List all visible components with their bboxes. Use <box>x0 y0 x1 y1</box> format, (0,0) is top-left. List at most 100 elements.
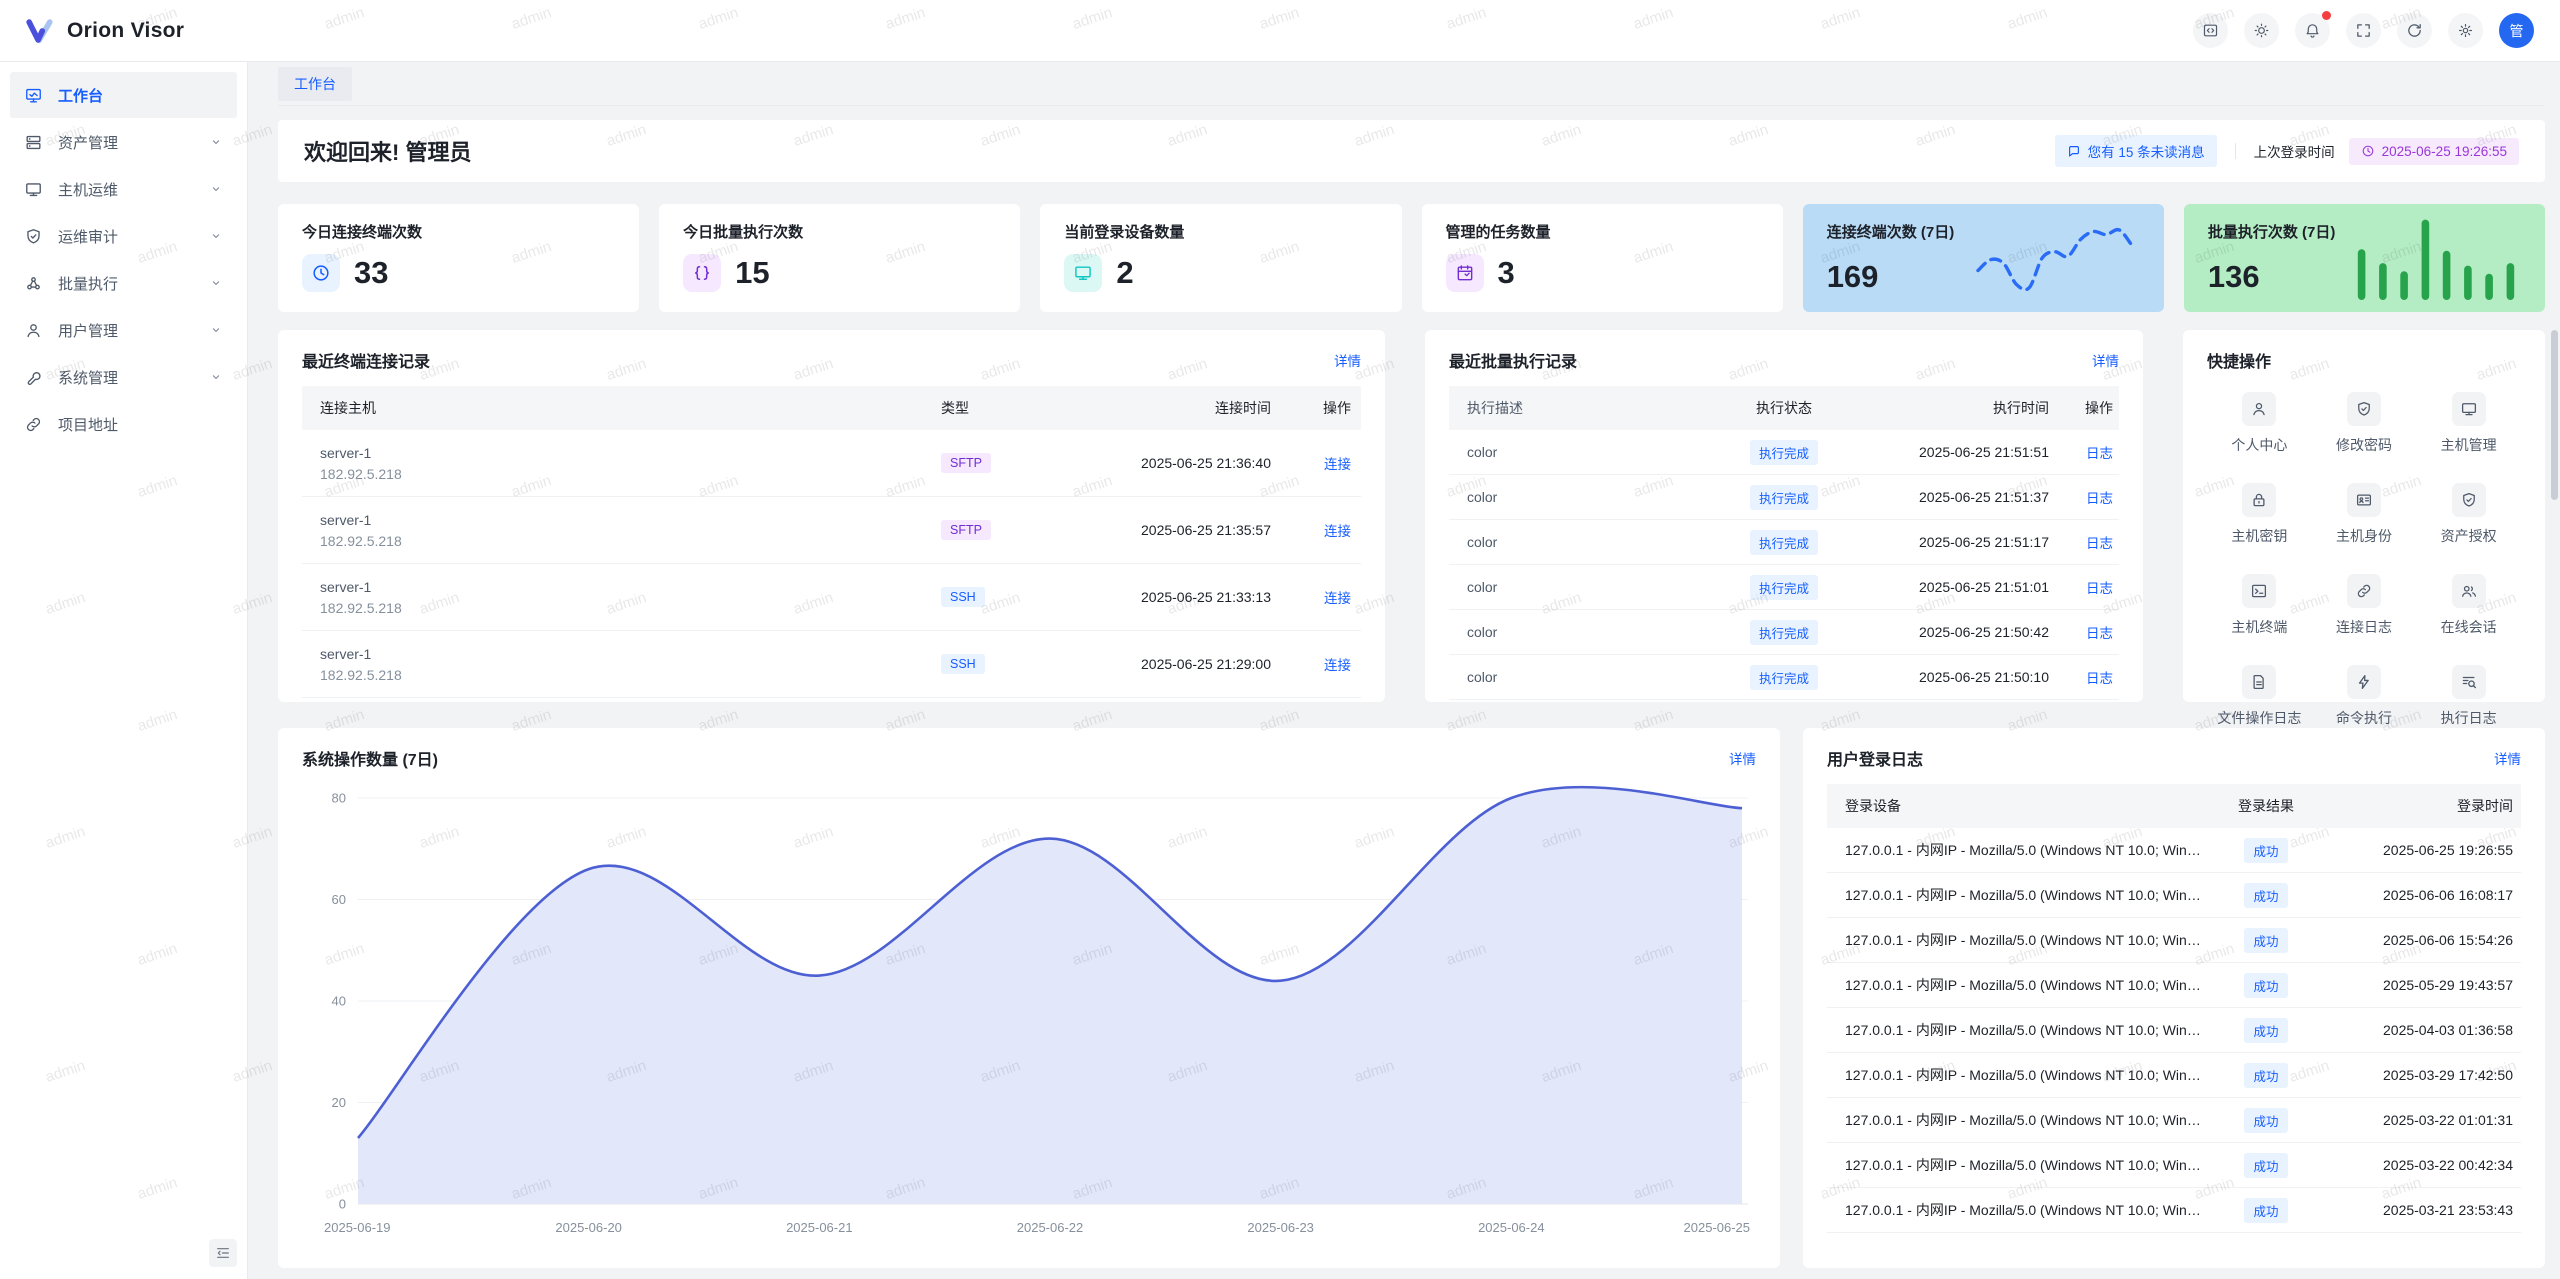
login-result-cell: 成功 <box>2206 838 2326 863</box>
panel-title: 快捷操作 <box>2207 348 2271 372</box>
quick-action-label: 连接日志 <box>2312 617 2417 637</box>
svg-text:2025-06-21: 2025-06-21 <box>786 1220 853 1235</box>
lock-glyph <box>2250 491 2268 509</box>
log-link[interactable]: 日志 <box>2086 446 2113 461</box>
quick-action-lock[interactable]: 主机密钥 <box>2207 483 2312 546</box>
unread-messages-badge[interactable]: 您有 15 条未读消息 <box>2055 135 2217 167</box>
table-header-row: 登录设备登录结果登录时间 <box>1827 784 2521 828</box>
quick-action-terminal[interactable]: 主机终端 <box>2207 574 2312 637</box>
api-docs-button[interactable] <box>2193 13 2228 48</box>
stat-value-row: 33 <box>302 254 615 292</box>
connect-link[interactable]: 连接 <box>1324 457 1351 472</box>
settings-button[interactable] <box>2448 13 2483 48</box>
quick-action-user[interactable]: 个人中心 <box>2207 392 2312 455</box>
cluster-icon <box>24 274 43 293</box>
host-icon <box>24 180 43 199</box>
terminal-connections-table: 连接主机类型连接时间操作server-1182.92.5.218SFTP2025… <box>302 386 1361 698</box>
log-link[interactable]: 日志 <box>2086 536 2113 551</box>
connect-link[interactable]: 连接 <box>1324 524 1351 539</box>
sidebar-item-wrench[interactable]: 系统管理 <box>10 354 237 400</box>
sidebar-item-link[interactable]: 项目地址 <box>10 401 237 447</box>
login-log-panel: 用户登录日志 详情 登录设备登录结果登录时间127.0.0.1 - 内网IP -… <box>1803 728 2545 1268</box>
login-device-cell: 127.0.0.1 - 内网IP - Mozilla/5.0 (Windows … <box>1827 1110 2206 1130</box>
login-time-cell: 2025-06-06 15:54:26 <box>2326 932 2521 948</box>
user-glyph <box>2250 400 2268 418</box>
stat-card-left: 连接终端次数 (7日)169 <box>1827 221 1955 295</box>
svg-text:2025-06-20: 2025-06-20 <box>555 1220 622 1235</box>
stat-value: 33 <box>354 255 388 291</box>
quick-action-link[interactable]: 连接日志 <box>2312 574 2417 637</box>
sidebar-item-assets[interactable]: 资产管理 <box>10 119 237 165</box>
login-device-cell: 127.0.0.1 - 内网IP - Mozilla/5.0 (Windows … <box>1827 1200 2206 1220</box>
type-cell: SSH <box>941 654 1051 674</box>
breadcrumb-item-workbench[interactable]: 工作台 <box>278 67 352 101</box>
sidebar-collapse-button[interactable] <box>209 1239 237 1267</box>
exec-time-cell: 2025-06-25 21:50:42 <box>1849 624 2049 640</box>
sidebar-item-cluster[interactable]: 批量执行 <box>10 260 237 306</box>
batch-detail-link[interactable]: 详情 <box>2092 350 2119 370</box>
stat-card-4: 连接终端次数 (7日)169 <box>1803 204 2164 312</box>
theme-toggle-button[interactable] <box>2244 13 2279 48</box>
searchdoc-glyph <box>2460 673 2478 691</box>
host-glyph <box>2460 400 2478 418</box>
ops-detail-link[interactable]: 详情 <box>1729 748 1756 768</box>
user-icon <box>2242 392 2276 426</box>
shield-icon <box>2347 392 2381 426</box>
sidebar-item-host[interactable]: 主机运维 <box>10 166 237 212</box>
exec-status-badge: 执行完成 <box>1750 485 1818 510</box>
panel-title: 最近终端连接记录 <box>302 348 430 372</box>
task-icon <box>1446 254 1484 292</box>
sparkline-chart <box>1970 213 2140 303</box>
quick-action-searchdoc[interactable]: 执行日志 <box>2416 665 2521 728</box>
log-link[interactable]: 日志 <box>2086 491 2113 506</box>
fullscreen-button[interactable] <box>2346 13 2381 48</box>
host-name: server-1 <box>320 579 941 595</box>
host-name: server-1 <box>320 512 941 528</box>
login-detail-link[interactable]: 详情 <box>2494 748 2521 768</box>
login-result-cell: 成功 <box>2206 973 2326 998</box>
notification-dot <box>2322 11 2331 20</box>
sidebar-nav: 工作台资产管理主机运维运维审计批量执行用户管理系统管理项目地址 <box>0 72 247 447</box>
log-link[interactable]: 日志 <box>2086 671 2113 686</box>
quick-action-bolt[interactable]: 命令执行 <box>2312 665 2417 728</box>
action-cell: 日志 <box>2049 622 2119 642</box>
user-avatar[interactable]: 管 <box>2499 13 2534 48</box>
sidebar-item-label: 项目地址 <box>58 414 223 435</box>
host-name: server-1 <box>320 445 941 461</box>
log-link[interactable]: 日志 <box>2086 626 2113 641</box>
connect-link[interactable]: 连接 <box>1324 658 1351 673</box>
login-time-cell: 2025-03-21 23:53:43 <box>2326 1202 2521 1218</box>
refresh-button[interactable] <box>2397 13 2432 48</box>
stat-value: 3 <box>1498 255 1515 291</box>
sidebar-item-user[interactable]: 用户管理 <box>10 307 237 353</box>
svg-text:2025-06-22: 2025-06-22 <box>1017 1220 1084 1235</box>
login-result-cell: 成功 <box>2206 1198 2326 1223</box>
shield-glyph <box>2460 491 2478 509</box>
protocol-badge: SFTP <box>941 520 991 540</box>
quick-action-shield[interactable]: 修改密码 <box>2312 392 2417 455</box>
svg-text:80: 80 <box>332 791 346 806</box>
mini-bar-chart <box>2351 213 2521 303</box>
scrollbar-thumb[interactable] <box>2551 330 2558 500</box>
bell-icon <box>2304 22 2321 39</box>
quick-action-users[interactable]: 在线会话 <box>2416 574 2521 637</box>
connect-time-cell: 2025-06-25 21:33:13 <box>1051 589 1271 605</box>
login-time-cell: 2025-04-03 01:36:58 <box>2326 1022 2521 1038</box>
quick-action-idcard[interactable]: 主机身份 <box>2312 483 2417 546</box>
terminal-detail-link[interactable]: 详情 <box>1334 350 1361 370</box>
table-row: color执行完成2025-06-25 21:51:51日志 <box>1449 430 2119 475</box>
quick-action-shield[interactable]: 资产授权 <box>2416 483 2521 546</box>
notifications-button[interactable] <box>2295 13 2330 48</box>
quick-action-file[interactable]: 文件操作日志 <box>2207 665 2312 728</box>
app-logo[interactable]: Orion Visor <box>24 16 184 46</box>
sidebar-item-workbench[interactable]: 工作台 <box>10 72 237 118</box>
quick-action-label: 主机管理 <box>2416 435 2521 455</box>
column-header: 类型 <box>941 398 1051 418</box>
sidebar-item-shield[interactable]: 运维审计 <box>10 213 237 259</box>
code-icon <box>2202 22 2219 39</box>
column-header: 连接主机 <box>302 398 941 418</box>
connect-link[interactable]: 连接 <box>1324 591 1351 606</box>
log-link[interactable]: 日志 <box>2086 581 2113 596</box>
quick-action-host[interactable]: 主机管理 <box>2416 392 2521 455</box>
file-glyph <box>2250 673 2268 691</box>
